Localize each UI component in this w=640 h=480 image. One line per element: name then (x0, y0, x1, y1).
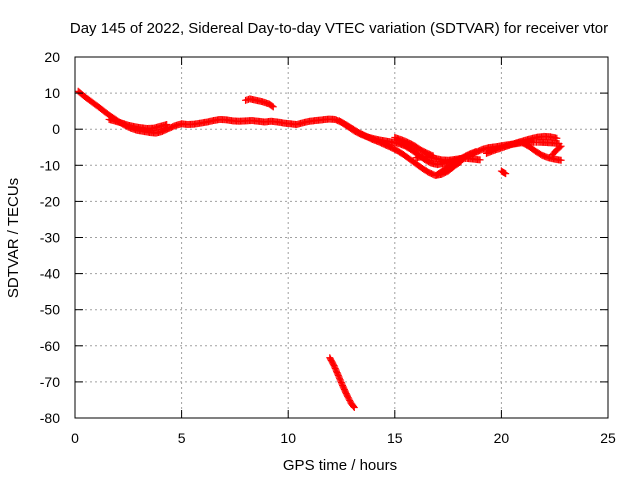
data-point-marker (553, 134, 561, 142)
series-segment-10 (497, 167, 510, 178)
y-tick-label: 20 (44, 49, 60, 65)
series-segment-5 (412, 153, 484, 164)
data-point-marker (501, 169, 509, 177)
data-point-marker (557, 142, 565, 150)
data-point-marker (163, 121, 171, 129)
x-axis-label: GPS time / hours (283, 457, 397, 474)
data-point-marker (556, 143, 564, 151)
series-segment-1 (105, 115, 171, 132)
y-tick-label: -50 (40, 302, 60, 318)
x-tick-label: 10 (280, 430, 296, 446)
y-tick-label: -80 (40, 410, 60, 426)
x-tick-label: 5 (178, 430, 186, 446)
y-tick-label: -70 (40, 374, 60, 390)
data-point-marker (268, 102, 276, 110)
series-segment-11 (326, 354, 358, 412)
chart-title: Day 145 of 2022, Sidereal Day-to-day VTE… (70, 20, 608, 37)
series-segment-7 (519, 139, 565, 164)
y-tick-label: -20 (40, 193, 60, 209)
x-tick-label: 20 (494, 430, 510, 446)
y-tick-label: -60 (40, 338, 60, 354)
series-segment-8 (549, 142, 565, 158)
y-tick-label: 10 (44, 85, 60, 101)
y-tick-label: -40 (40, 266, 60, 282)
series-segment-6 (482, 132, 561, 157)
x-tick-label: 25 (600, 430, 616, 446)
y-tick-label: -10 (40, 157, 60, 173)
y-tick-label: 0 (52, 121, 60, 137)
data-point-marker (349, 402, 357, 410)
y-tick-label: -30 (40, 230, 60, 246)
axis-ticks: 0 5 10 15 20 25 20 10 0 -10 -20 -30 -40 -50 -60 -70 -80 (40, 49, 616, 446)
series-segment-9 (242, 95, 277, 111)
x-tick-label: 0 (71, 430, 79, 446)
x-tick-label: 15 (387, 430, 403, 446)
data-point-marker (502, 170, 510, 178)
data-point-marker (557, 156, 565, 164)
data-point-marker (350, 404, 358, 412)
data-point-marker (472, 148, 480, 156)
y-axis-label: SDTVAR / TECUs (5, 178, 22, 298)
data-point-marker (269, 103, 277, 111)
grid-lines (75, 57, 608, 418)
data-series-sdtvar (74, 87, 565, 412)
data-point-marker (476, 156, 484, 164)
